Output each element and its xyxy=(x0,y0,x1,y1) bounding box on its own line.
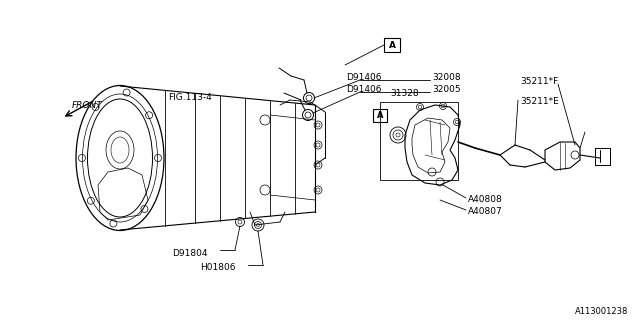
Text: 32005: 32005 xyxy=(432,84,461,93)
Text: 35211*E: 35211*E xyxy=(520,98,559,107)
Bar xyxy=(373,109,387,122)
Text: A40808: A40808 xyxy=(468,196,503,204)
Text: 35211*F: 35211*F xyxy=(520,77,558,86)
Text: FRONT: FRONT xyxy=(72,100,103,109)
Text: D91406: D91406 xyxy=(346,84,381,93)
Text: A113001238: A113001238 xyxy=(575,308,628,316)
Text: D91804: D91804 xyxy=(172,249,207,258)
Bar xyxy=(380,102,458,180)
Text: A: A xyxy=(388,41,396,50)
Text: A: A xyxy=(377,111,383,121)
Text: D91406: D91406 xyxy=(346,73,381,82)
Text: A40807: A40807 xyxy=(468,207,503,217)
Text: 32008: 32008 xyxy=(432,73,461,82)
Bar xyxy=(384,38,400,52)
Text: H01806: H01806 xyxy=(200,263,236,273)
Text: FIG.113-4: FIG.113-4 xyxy=(168,93,212,102)
Text: 31328: 31328 xyxy=(390,90,419,99)
